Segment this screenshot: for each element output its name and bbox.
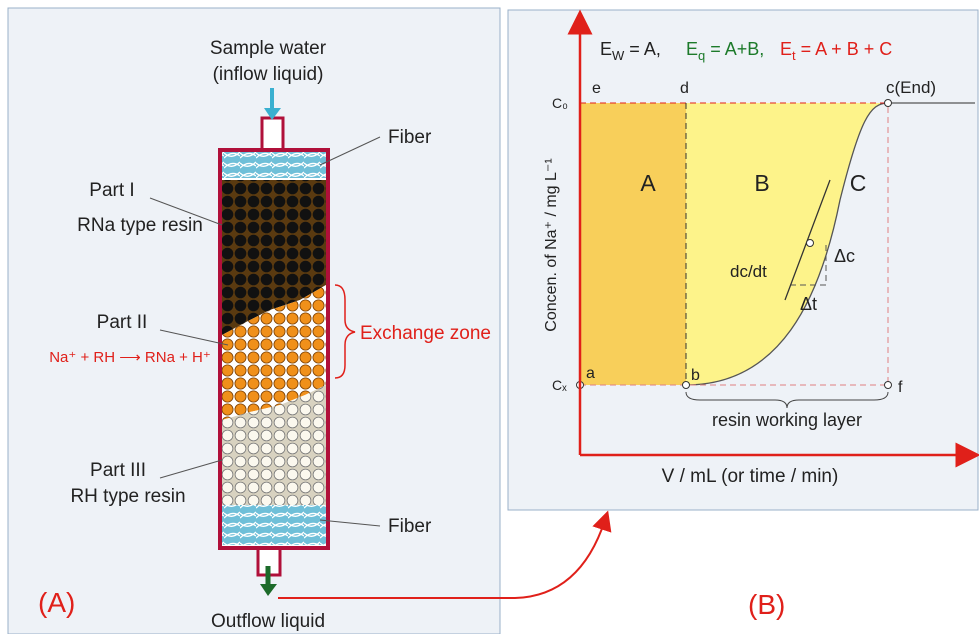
point-label: a — [586, 365, 595, 382]
layer-label: resin working layer — [712, 410, 862, 430]
x-axis-label: V / mL (or time / min) — [662, 466, 839, 487]
fiber-label: Fiber — [388, 127, 432, 148]
delta-label: Δt — [800, 294, 817, 314]
slope-label: dc/dt — [730, 262, 767, 281]
inflow-text: (inflow liquid) — [213, 64, 324, 85]
point-label: c(End) — [886, 78, 936, 97]
column — [220, 150, 328, 548]
eq-rest: = A + B + C — [796, 39, 893, 59]
resin-label: RH type resin — [70, 486, 185, 507]
inlet-tube — [262, 118, 283, 150]
y-axis-label: Concen. of Na⁺ / mg L⁻¹ — [543, 158, 560, 331]
eq-sub: q — [698, 48, 705, 63]
point-label: e — [592, 80, 601, 97]
part-label: Part I — [89, 180, 134, 201]
eq-base: E — [780, 39, 792, 59]
point-label: b — [691, 367, 700, 384]
region-label: C — [850, 170, 867, 196]
part-label: Part II — [97, 312, 148, 333]
point-label: Cₓ — [552, 377, 567, 393]
eq-sub: W — [612, 48, 625, 63]
eq-rest: = A, — [624, 39, 661, 59]
panel-label: (B) — [748, 589, 785, 620]
outflow-text: Outflow liquid — [211, 611, 325, 632]
region-label: A — [640, 170, 656, 196]
point-label: f — [898, 379, 903, 396]
region-a — [580, 103, 686, 385]
delta-label: Δc — [834, 246, 855, 266]
figure: Sample water (inflow liquid) Fiber Part … — [0, 0, 979, 634]
part-label: Part III — [90, 460, 146, 481]
inflow-text: Sample water — [210, 38, 327, 59]
fiber-label: Fiber — [388, 516, 432, 537]
reaction: Na⁺ + RH ⟶ RNa + H⁺ — [49, 349, 211, 366]
region-label: B — [754, 170, 769, 196]
resin-label: RNa type resin — [77, 215, 203, 236]
eq-rest: = A+B, — [705, 39, 764, 59]
eq-base: E — [600, 39, 612, 59]
zone-label: Exchange zone — [360, 323, 491, 344]
panel-label: (A) — [38, 587, 75, 618]
point-label: d — [680, 80, 689, 97]
point-label: C₀ — [552, 95, 568, 111]
eq-base: E — [686, 39, 698, 59]
